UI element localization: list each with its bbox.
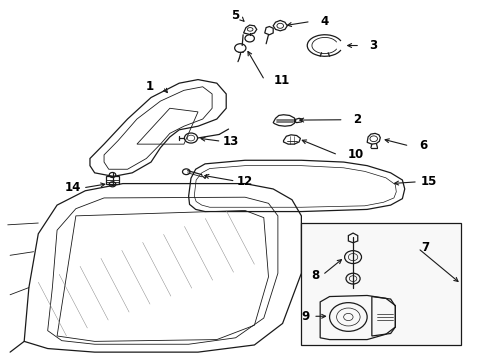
Text: 8: 8: [311, 269, 319, 282]
Text: 9: 9: [301, 310, 310, 323]
Text: 4: 4: [320, 15, 328, 28]
Bar: [106, 176, 119, 184]
Text: 11: 11: [274, 74, 291, 87]
Text: 5: 5: [231, 9, 239, 22]
Text: 14: 14: [64, 181, 80, 194]
Polygon shape: [301, 223, 461, 345]
Text: 12: 12: [237, 175, 253, 188]
Text: 1: 1: [145, 80, 153, 93]
Text: 7: 7: [421, 241, 429, 254]
Text: 6: 6: [419, 139, 427, 152]
Text: 2: 2: [353, 113, 361, 126]
Text: 13: 13: [222, 135, 239, 148]
Text: 10: 10: [347, 148, 364, 161]
Text: 3: 3: [369, 39, 378, 52]
Text: 15: 15: [421, 175, 438, 188]
